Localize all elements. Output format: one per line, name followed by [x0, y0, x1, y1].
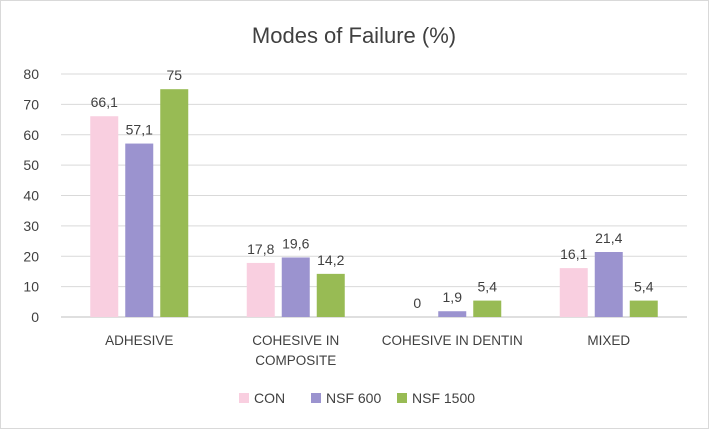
- category-label: MIXED: [587, 333, 630, 348]
- legend-label: NSF 1500: [412, 390, 475, 406]
- legend-label: NSF 600: [326, 390, 381, 406]
- y-tick-label: 70: [23, 96, 39, 112]
- data-label: 75: [166, 67, 182, 83]
- y-tick-label: 60: [23, 127, 39, 143]
- data-label: 5,4: [634, 279, 654, 295]
- data-label: 66,1: [91, 94, 118, 110]
- data-label: 0: [413, 295, 421, 311]
- bar: [246, 262, 275, 317]
- legend-swatch: [311, 393, 321, 403]
- bar: [473, 300, 502, 317]
- bar: [160, 89, 189, 317]
- legend-swatch: [239, 393, 249, 403]
- bar: [90, 116, 119, 317]
- category-label: ADHESIVE: [105, 333, 173, 348]
- x-axis-categories: ADHESIVE COHESIVE IN COMPOSITE COHESIVE IN …: [105, 333, 630, 368]
- chart-title: Modes of Failure (%): [252, 23, 456, 48]
- bar: [316, 273, 345, 317]
- y-tick-label: 10: [23, 279, 39, 295]
- legend-swatch: [397, 393, 407, 403]
- data-label: 16,1: [560, 246, 587, 262]
- data-label: 21,4: [595, 230, 622, 246]
- legend-label: CON: [254, 390, 285, 406]
- y-tick-label: 20: [23, 248, 39, 264]
- bar: [629, 300, 658, 317]
- bar: [594, 251, 623, 317]
- y-tick-label: 40: [23, 188, 39, 204]
- gridlines: [61, 73, 687, 318]
- bar: [281, 257, 310, 317]
- category-label: COMPOSITE: [255, 353, 336, 368]
- y-tick-label: 80: [23, 66, 39, 82]
- data-label: 17,8: [247, 241, 274, 257]
- data-label: 57,1: [126, 122, 153, 138]
- legend: CON NSF 600 NSF 1500: [239, 390, 475, 406]
- bar: [125, 143, 154, 317]
- data-label: 5,4: [478, 279, 498, 295]
- data-label: 1,9: [443, 289, 463, 305]
- bar: [438, 311, 467, 317]
- data-label: 14,2: [317, 252, 344, 268]
- y-tick-label: 0: [31, 309, 39, 325]
- bars: [90, 89, 658, 317]
- y-tick-label: 50: [23, 157, 39, 173]
- bar: [559, 268, 588, 317]
- category-label: COHESIVE IN: [252, 333, 339, 348]
- y-tick-label: 30: [23, 218, 39, 234]
- data-label: 19,6: [282, 235, 309, 251]
- y-axis-ticks: 0 10 20 30 40 50 60 70 80: [23, 66, 39, 325]
- data-labels: 66,1 57,1 75 17,8 19,6 14,2 0 1,9 5,4 16,1 21,4 5,4: [91, 67, 654, 311]
- category-label: COHESIVE IN DENTIN: [382, 333, 523, 348]
